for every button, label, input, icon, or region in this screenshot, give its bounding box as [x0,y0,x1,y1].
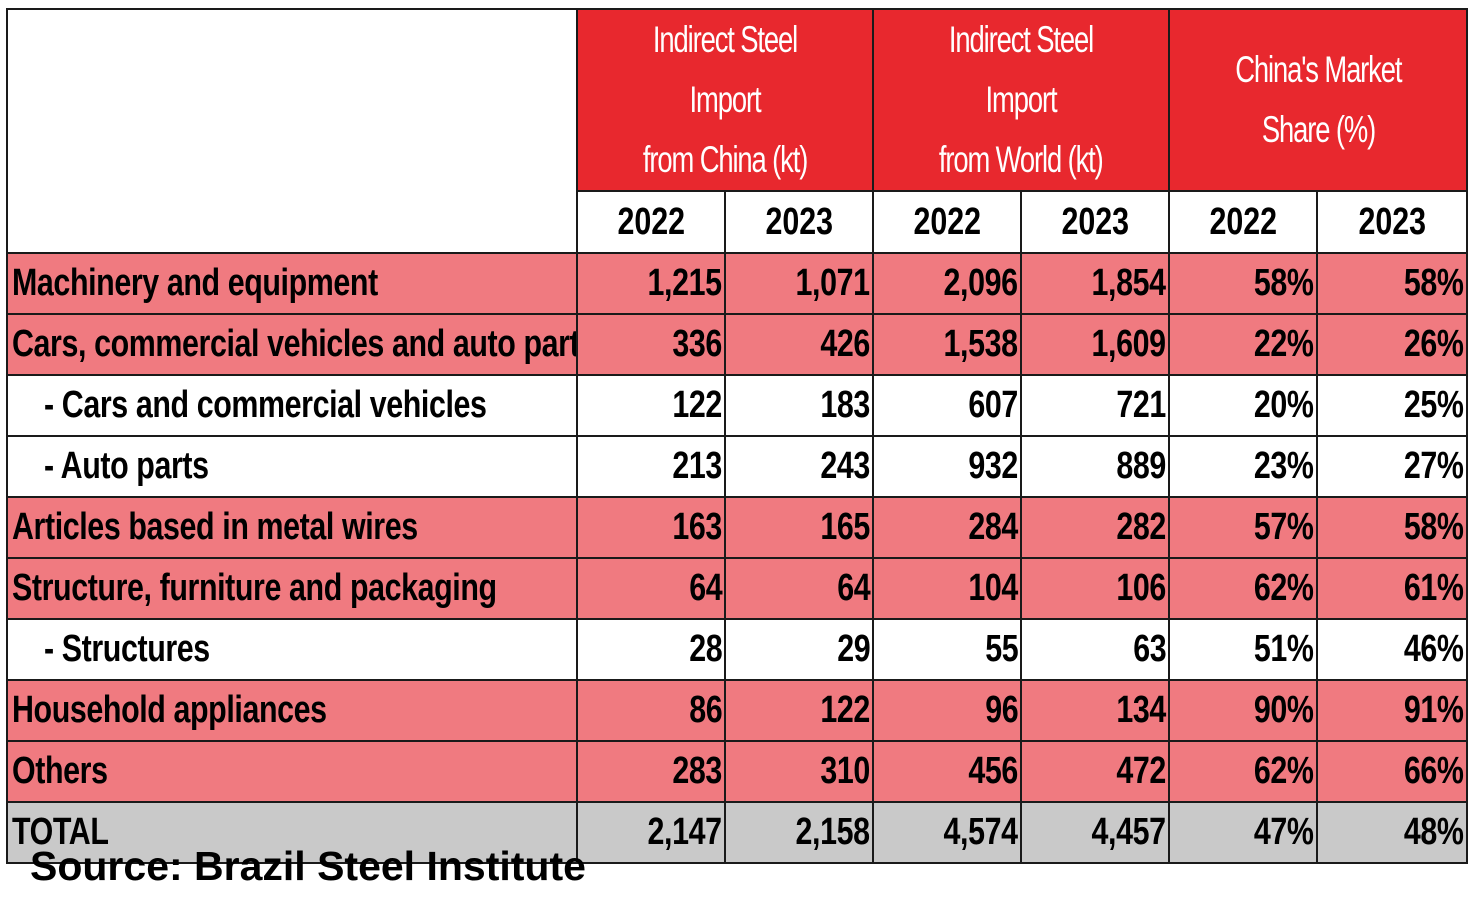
row-label: Others [6,740,578,803]
value-cell: 122 [724,679,874,742]
value-cell: 28 [576,618,726,681]
value-cell: 62% [1168,557,1318,620]
table-row: Structure, furniture and packaging 64 64 10… [6,557,1469,620]
value-cell: 336 [576,313,726,376]
value-cell: 1,071 [724,252,874,315]
value-cell: 96 [872,679,1022,742]
table-row: - Structures 28 29 55 63 51% 46% [6,618,1469,681]
value-cell: 22% [1168,313,1318,376]
value-cell: 4,457 [1020,801,1170,864]
value-cell: 1,538 [872,313,1022,376]
value-cell: 889 [1020,435,1170,498]
value-cell: 58% [1168,252,1318,315]
source-note: Source: Brazil Steel Institute [30,843,586,889]
value-cell: 29 [724,618,874,681]
row-label: - Structures [6,618,578,681]
value-cell: 213 [576,435,726,498]
table-row: TOTAL 2,147 2,158 4,574 4,457 47% 48% [6,801,1469,864]
table-row: - Auto parts 213 243 932 889 23% 27% [6,435,1469,498]
value-cell: 2,096 [872,252,1022,315]
value-cell: 1,215 [576,252,726,315]
value-cell: 106 [1020,557,1170,620]
value-cell: 1,609 [1020,313,1170,376]
value-cell: 426 [724,313,874,376]
group-header-china: Indirect Steel Import from China (kt) [576,8,874,192]
value-cell: 46% [1315,618,1469,681]
group-header-world: Indirect Steel Import from World (kt) [872,8,1170,192]
year-header: 2022 [576,190,726,254]
value-cell: 183 [724,374,874,437]
value-cell: 163 [576,496,726,559]
value-cell: 1,854 [1020,252,1170,315]
value-cell: 932 [872,435,1022,498]
year-header: 2022 [1168,190,1318,254]
year-header: 2023 [724,190,874,254]
steel-import-table: Indirect Steel Import from China (kt) Ind… [6,8,1469,864]
value-cell: 122 [576,374,726,437]
table-wrapper: Indirect Steel Import from China (kt) Ind… [6,8,1469,864]
value-cell: 2,147 [576,801,726,864]
value-cell: 58% [1315,252,1469,315]
group-header-row: Indirect Steel Import from China (kt) Ind… [6,8,1469,254]
value-cell: 63 [1020,618,1170,681]
table-row: Household appliances 86 122 96 134 90% 91% [6,679,1469,742]
year-header: 2023 [1020,190,1170,254]
value-cell: 721 [1020,374,1170,437]
value-cell: 66% [1315,740,1469,803]
table-row: Others 283 310 456 472 62% 66% [6,740,1469,803]
value-cell: 20% [1168,374,1318,437]
table-row: - Cars and commercial vehicles 122 183 607 7… [6,374,1469,437]
value-cell: 243 [724,435,874,498]
value-cell: 607 [872,374,1022,437]
value-cell: 48% [1315,801,1469,864]
value-cell: 57% [1168,496,1318,559]
value-cell: 62% [1168,740,1318,803]
table-body: Machinery and equipment 1,215 1,071 2,096 1,… [6,252,1469,864]
value-cell: 282 [1020,496,1170,559]
value-cell: 27% [1315,435,1469,498]
row-label: - Auto parts [6,435,578,498]
value-cell: 283 [576,740,726,803]
row-label: Articles based in metal wires [6,496,578,559]
value-cell: 310 [724,740,874,803]
row-label: Machinery and equipment [6,252,578,315]
year-header: 2023 [1315,190,1469,254]
value-cell: 4,574 [872,801,1022,864]
value-cell: 25% [1315,374,1469,437]
row-label: Structure, furniture and packaging [6,557,578,620]
row-label: - Cars and commercial vehicles [6,374,578,437]
group-header-share: China's Market Share (%) [1167,8,1469,192]
value-cell: 64 [576,557,726,620]
value-cell: 86 [576,679,726,742]
value-cell: 104 [872,557,1022,620]
table-row: Machinery and equipment 1,215 1,071 2,096 1,… [6,252,1469,315]
value-cell: 23% [1168,435,1318,498]
table-row: Articles based in metal wires 163 165 284 28… [6,496,1469,559]
year-header: 2022 [872,190,1022,254]
value-cell: 51% [1168,618,1318,681]
row-label: TOTAL [6,801,578,864]
value-cell: 58% [1315,496,1469,559]
value-cell: 165 [724,496,874,559]
value-cell: 61% [1315,557,1469,620]
value-cell: 456 [872,740,1022,803]
row-label: Cars, commercial vehicles and auto parts [6,313,578,376]
value-cell: 2,158 [724,801,874,864]
row-label: Household appliances [6,679,578,742]
corner-cell [6,8,578,254]
value-cell: 64 [724,557,874,620]
value-cell: 47% [1168,801,1318,864]
value-cell: 134 [1020,679,1170,742]
value-cell: 472 [1020,740,1170,803]
value-cell: 91% [1315,679,1469,742]
value-cell: 26% [1315,313,1469,376]
table-row: Cars, commercial vehicles and auto parts… [6,313,1469,376]
value-cell: 90% [1168,679,1318,742]
value-cell: 55 [872,618,1022,681]
value-cell: 284 [872,496,1022,559]
year-header-row: 2022 2023 2022 2023 2022 2023 [7,190,1469,254]
